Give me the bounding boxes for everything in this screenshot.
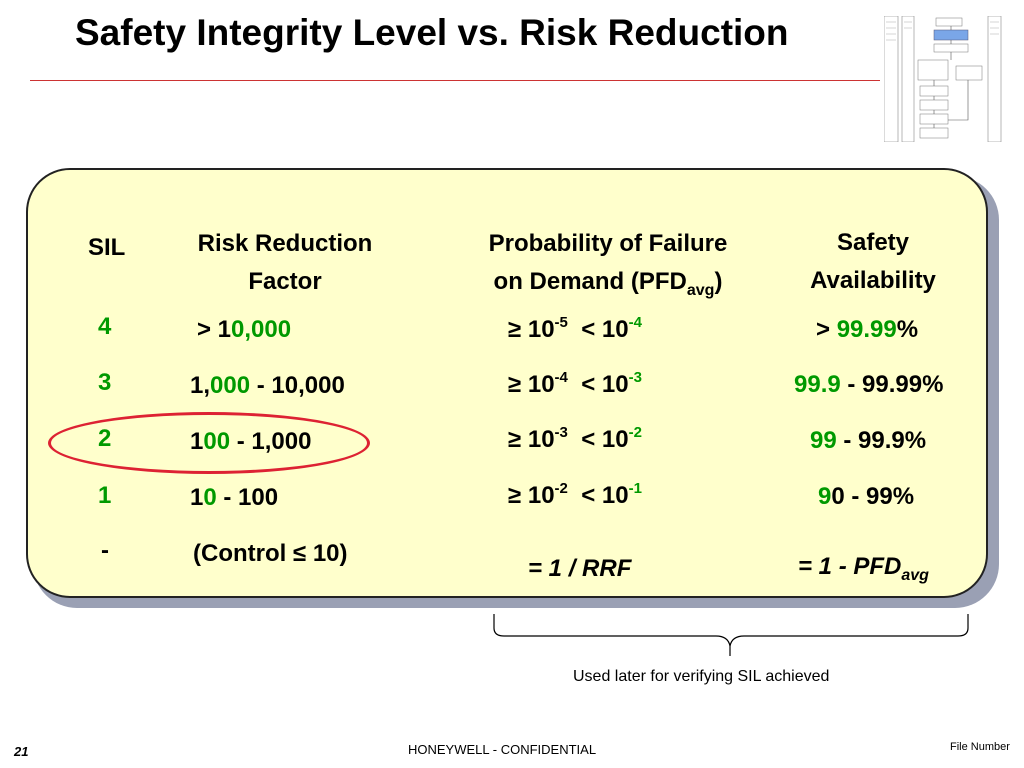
pfd-value: ≥ 10-2 < 10-1 [508, 480, 642, 509]
pfd-value: ≥ 10-4 < 10-3 [508, 369, 642, 398]
safety-availability-value: 99 - 99.9% [810, 427, 927, 454]
pfd-value: ≥ 10-5 < 10-4 [508, 314, 642, 343]
table-panel [26, 168, 988, 598]
sil2-highlight-ellipse [48, 412, 370, 474]
safety-availability-value: 99.9 - 99.99% [794, 371, 944, 398]
page-title: Safety Integrity Level vs. Risk Reductio… [75, 12, 789, 53]
footer-confidential: HONEYWELL - CONFIDENTIAL [408, 742, 597, 757]
footer-file-number: File Number [950, 741, 1010, 753]
brace-note: Used later for verifying SIL achieved [573, 668, 830, 685]
title-underline [30, 80, 880, 81]
sil-value: 1 [98, 482, 112, 509]
sil-value: 4 [98, 313, 112, 340]
safety-availability-formula: = 1 - PFDavg [798, 553, 929, 584]
header-safety-availability: Safety Availability [810, 229, 936, 294]
sil-value: - [101, 537, 109, 564]
sil-value: 3 [98, 369, 112, 396]
pfd-formula: = 1 / RRF [528, 555, 632, 582]
rrf-value: 1,000 - 10,000 [190, 372, 345, 399]
flowchart-thumbnail [884, 16, 1002, 142]
header-rrf: Risk Reduction Factor [197, 230, 373, 295]
header-pfd: Probability of Failure on Demand (PFDavg… [488, 230, 728, 299]
safety-availability-value: > 99.99% [816, 316, 919, 343]
rrf-value: (Control ≤ 10) [193, 540, 348, 567]
header-sil: SIL [88, 234, 126, 261]
curly-brace [493, 614, 969, 656]
pfd-value: ≥ 10-3 < 10-2 [508, 424, 642, 453]
page-number: 21 [14, 744, 29, 759]
rrf-value: > 10,000 [197, 316, 292, 343]
rrf-value: 10 - 100 [190, 484, 279, 511]
safety-availability-value: 90 - 99% [818, 483, 915, 510]
